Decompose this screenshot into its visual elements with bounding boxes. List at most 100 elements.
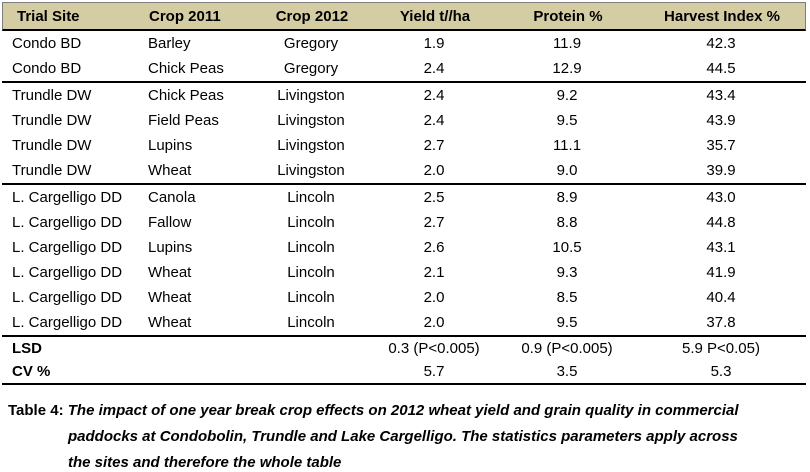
cell-protein: 8.5 (556, 289, 578, 306)
cell-yield: 2.7 (423, 214, 445, 231)
cell-protein: 9.3 (556, 264, 578, 281)
caption-line-1: Table 4: The impact of one year break cr… (8, 398, 802, 424)
cell-site: L. Cargelligo DD (12, 314, 123, 331)
header-cell-yield: Yield t//ha (399, 7, 471, 25)
lsd-row: LSD 0.3 (P<0.005) 0.9 (P<0.005) 5.9 P<0.… (2, 337, 806, 360)
cell-harvest: 37.8 (706, 314, 736, 331)
table-caption: Table 4: The impact of one year break cr… (8, 398, 802, 472)
cell-protein: 9.5 (556, 314, 578, 331)
cell-site: Trundle DW (12, 162, 92, 179)
table-row: Trundle DW Wheat Livingston 2.0 9.0 39.9 (2, 158, 806, 185)
cell-harvest: 43.0 (706, 189, 736, 206)
cell-site: L. Cargelligo DD (12, 239, 123, 256)
cell-yield: 2.4 (423, 112, 445, 129)
header-cell-crop-2011: Crop 2011 (149, 7, 221, 25)
cell-crop2011: Wheat (148, 264, 192, 281)
cell-harvest: 44.8 (706, 214, 736, 231)
cell-crop2011: Lupins (148, 137, 193, 154)
table-row: Trundle DW Field Peas Livingston 2.4 9.5 43.9 (2, 108, 806, 133)
cell-crop2012: Lincoln (287, 314, 335, 331)
cell-harvest: 35.7 (706, 137, 736, 154)
cell-crop2011: Fallow (148, 214, 192, 231)
cell-site: Trundle DW (12, 87, 92, 104)
cell-crop2012: Livingston (277, 87, 345, 104)
cell-crop2012: Livingston (277, 137, 345, 154)
header-cell-harvest-index: Harvest Index % (664, 7, 780, 25)
cell-crop2012: Lincoln (287, 264, 335, 281)
results-table: Trial Site Crop 2011 Crop 2012 Yield t//… (2, 2, 806, 385)
cell-harvest: 39.9 (706, 162, 736, 179)
table-row: L. Cargelligo DD Wheat Lincoln 2.0 9.5 37.8 (2, 310, 806, 337)
cell-crop2011: Barley (148, 35, 191, 52)
cell-harvest: 42.3 (706, 35, 736, 52)
cell-protein: 9.5 (556, 112, 578, 129)
cell-crop2011: Chick Peas (148, 60, 224, 77)
cell-yield: 2.0 (423, 162, 445, 179)
cell-crop2011: Wheat (148, 314, 192, 331)
caption-text: The impact of one year break crop effect… (67, 402, 739, 419)
cv-harvest-value: 5.3 (710, 363, 732, 380)
cell-protein: 10.5 (552, 239, 582, 256)
cell-crop2011: Canola (148, 189, 196, 206)
cell-yield: 2.5 (423, 189, 445, 206)
lsd-label: LSD (12, 340, 42, 357)
table-row: L. Cargelligo DD Wheat Lincoln 2.0 8.5 40.4 (2, 285, 806, 310)
cv-label: CV % (12, 363, 51, 380)
cell-protein: 9.2 (556, 87, 578, 104)
cell-crop2011: Lupins (148, 239, 193, 256)
cell-yield: 2.1 (423, 264, 445, 281)
cell-yield: 2.6 (423, 239, 445, 256)
cell-protein: 8.9 (556, 189, 578, 206)
cv-yield-value: 5.7 (423, 363, 445, 380)
table-row: Condo BD Chick Peas Gregory 2.4 12.9 44.5 (2, 56, 806, 83)
caption-line-3: the sites and therefore the whole table (68, 454, 342, 471)
cv-row: CV % 5.7 3.5 5.3 (2, 360, 806, 385)
cell-yield: 2.0 (423, 314, 445, 331)
cell-yield: 2.4 (423, 60, 445, 77)
table-row: L. Cargelligo DD Lupins Lincoln 2.6 10.5 43.1 (2, 235, 806, 260)
header-cell-protein: Protein % (533, 7, 603, 25)
cell-protein: 8.8 (556, 214, 578, 231)
cell-harvest: 40.4 (706, 289, 736, 306)
cell-crop2012: Gregory (283, 35, 339, 52)
cell-protein: 11.1 (552, 137, 582, 154)
cell-harvest: 44.5 (706, 60, 736, 77)
cell-site: L. Cargelligo DD (12, 264, 123, 281)
lsd-yield-value: 0.3 (P<0.005) (388, 340, 480, 357)
cell-yield: 2.0 (423, 289, 445, 306)
cell-yield: 2.7 (423, 137, 445, 154)
cell-protein: 12.9 (552, 60, 582, 77)
cell-crop2012: Lincoln (287, 214, 335, 231)
cell-site: L. Cargelligo DD (12, 214, 123, 231)
table-row: Trundle DW Lupins Livingston 2.7 11.1 35.7 (2, 133, 806, 158)
cell-crop2012: Lincoln (287, 189, 335, 206)
cell-harvest: 41.9 (706, 264, 736, 281)
cell-harvest: 43.1 (706, 239, 736, 256)
cell-site: Trundle DW (12, 137, 92, 154)
cv-protein-value: 3.5 (556, 363, 578, 380)
cell-harvest: 43.9 (706, 112, 736, 129)
cell-crop2012: Lincoln (287, 239, 335, 256)
header-cell-trial-site: Trial Site (17, 7, 80, 25)
table-body: Condo BD Barley Gregory 1.9 11.9 42.3 Condo BD… (2, 31, 806, 337)
table-row: Condo BD Barley Gregory 1.9 11.9 42.3 (2, 31, 806, 56)
cell-crop2011: Wheat (148, 289, 192, 306)
cell-crop2012: Lincoln (287, 289, 335, 306)
lsd-protein-value: 0.9 (P<0.005) (521, 340, 613, 357)
table-header-row: Trial Site Crop 2011 Crop 2012 Yield t//… (2, 2, 806, 31)
table-row: L. Cargelligo DD Canola Lincoln 2.5 8.9 43.0 (2, 185, 806, 210)
cell-crop2011: Field Peas (148, 112, 219, 129)
table-row: L. Cargelligo DD Wheat Lincoln 2.1 9.3 41.9 (2, 260, 806, 285)
cell-site: Trundle DW (12, 112, 92, 129)
cell-protein: 9.0 (556, 162, 578, 179)
caption-label: Table 4: (8, 402, 64, 419)
cell-site: L. Cargelligo DD (12, 289, 123, 306)
cell-site: L. Cargelligo DD (12, 189, 123, 206)
cell-crop2011: Wheat (148, 162, 192, 179)
cell-site: Condo BD (12, 35, 82, 52)
header-cell-crop-2012: Crop 2012 (275, 7, 349, 25)
cell-yield: 1.9 (423, 35, 445, 52)
cell-protein: 11.9 (552, 35, 582, 52)
table-row: L. Cargelligo DD Fallow Lincoln 2.7 8.8 44.8 (2, 210, 806, 235)
